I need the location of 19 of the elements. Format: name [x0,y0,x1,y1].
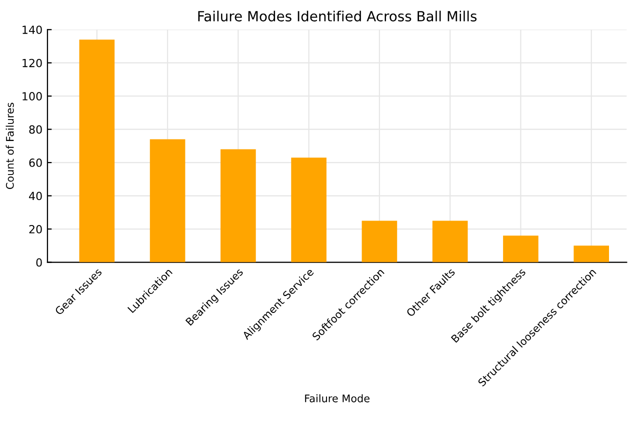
y-tick-label: 40 [29,192,42,200]
y-tick-label: 140 [22,26,42,34]
bar [150,139,186,262]
bar [362,220,398,262]
chart-title: Failure Modes Identified Across Ball Mills [198,10,477,22]
y-tick-label: 60 [29,158,42,167]
y-tick-label: 120 [22,58,42,68]
y-axis-title: Count of Failures [6,102,14,189]
bar [291,158,326,262]
bar [503,236,538,262]
y-tick-label: 0 [36,258,42,267]
bar [432,220,468,262]
y-tick-label: 20 [29,225,42,234]
x-axis-title: Failure Mode [305,394,370,402]
bar [574,246,610,262]
bar [220,149,256,262]
bar [79,40,115,262]
y-tick-label: 80 [29,125,42,134]
y-tick-label: 100 [22,92,42,100]
